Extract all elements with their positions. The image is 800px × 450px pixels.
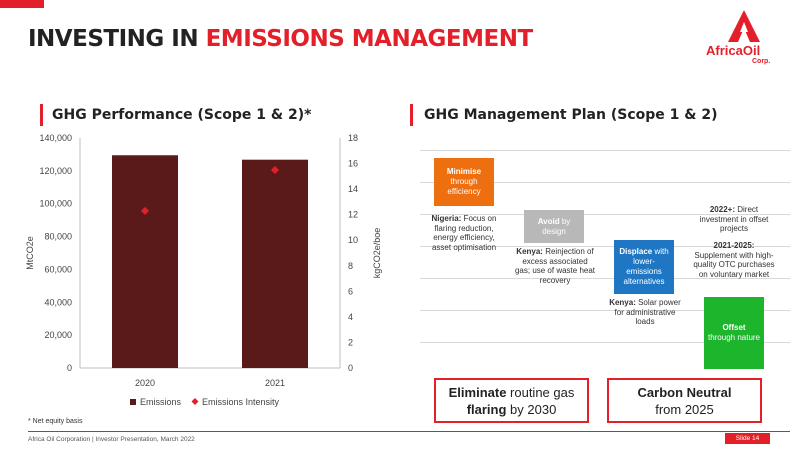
offset-note-supplement-text: Supplement with high-quality OTC purchas…	[693, 250, 775, 279]
plan-gridline	[420, 278, 790, 279]
minimise-note-country: Nigeria:	[431, 214, 462, 223]
legend-swatch-emissions	[130, 399, 136, 405]
displace-note: Kenya: Solar power for administrative lo…	[604, 298, 686, 327]
ghg-management-plan	[420, 150, 790, 370]
y2-tick-label: 6	[348, 286, 353, 296]
logo-name: AfricaOil	[706, 43, 761, 58]
displace-note-text: Solar power for administrative loads	[614, 298, 681, 326]
avoid-text: Avoid by design	[526, 217, 582, 237]
slide-number: Slide 14	[725, 433, 770, 444]
emissions-bar	[112, 155, 178, 368]
right-section-title: GHG Management Plan (Scope 1 & 2)	[424, 107, 718, 123]
title-accent: EMISSIONS MANAGEMENT	[205, 26, 534, 52]
y-tick-label: 20,000	[44, 330, 72, 340]
page-title: INVESTING IN EMISSIONS MANAGEMENT	[28, 26, 533, 52]
y-tick-label: 100,000	[39, 199, 72, 209]
legend-marker-intensity	[191, 398, 199, 405]
displace-step-box: Displace with lower-emissions alternativ…	[614, 240, 674, 294]
logo-corp: Corp.	[752, 58, 771, 65]
y-tick-label: 40,000	[44, 297, 72, 307]
y-tick-label: 140,000	[39, 133, 72, 143]
y2-tick-label: 2	[348, 337, 353, 347]
y2-tick-label: 16	[348, 159, 358, 169]
displace-note-country: Kenya:	[609, 298, 636, 307]
footer-divider	[28, 431, 790, 432]
y2-tick-label: 18	[348, 133, 358, 143]
minimise-detail: through efficiency	[447, 177, 481, 196]
emissions-bar	[242, 159, 308, 368]
avoid-note: Kenya: Reinjection of excess associated …	[514, 247, 596, 285]
legend-label-emissions: Emissions	[140, 397, 182, 407]
plan-gridline	[420, 182, 790, 183]
callout-from-2025: from 2025	[655, 401, 714, 417]
intensity-marker	[271, 165, 279, 174]
offset-detail: through nature	[707, 333, 761, 342]
title-main: INVESTING IN	[28, 26, 206, 52]
avoid-label: Avoid	[537, 216, 560, 226]
offset-label: Offset	[722, 323, 746, 332]
callout-flaring: flaring	[466, 401, 507, 417]
callout-by-2030: by 2030	[506, 401, 557, 417]
minimise-step-box: Minimise through efficiency	[434, 158, 494, 206]
avoid-note-country: Kenya:	[516, 247, 543, 256]
displace-text: Displace with lower-emissions alternativ…	[616, 247, 672, 287]
y2-tick-label: 0	[348, 363, 353, 373]
y2-axis-title: kgCO2e/boe	[372, 228, 382, 279]
y2-tick-label: 14	[348, 184, 358, 194]
offset-step-box: Offset through nature	[704, 297, 764, 369]
y2-tick-label: 10	[348, 235, 358, 245]
avoid-detail: by design	[542, 216, 571, 236]
y-axis-title: MtCO2e	[25, 236, 35, 270]
minimise-note: Nigeria: Focus on flaring reduction, ene…	[424, 214, 504, 252]
y2-tick-label: 12	[348, 210, 358, 220]
x-tick-label: 2021	[265, 378, 285, 388]
y-tick-label: 80,000	[44, 232, 72, 242]
minimise-label: Minimise	[446, 167, 482, 176]
callout-line-1: Eliminate routine gas	[436, 384, 587, 401]
offset-note-supplement: 2021-2025: Supplement with high-quality …	[692, 241, 776, 279]
top-accent-stripe	[0, 0, 44, 8]
y-tick-label: 0	[67, 363, 72, 373]
offset-note-direct-period: 2022+:	[709, 205, 735, 214]
y2-tick-label: 8	[348, 261, 353, 271]
y2-tick-label: 4	[348, 312, 353, 322]
y-tick-label: 60,000	[44, 264, 72, 274]
footnote: * Net equity basis	[28, 418, 83, 425]
plan-gridline	[420, 310, 790, 311]
callout-eliminate: Eliminate	[448, 384, 507, 400]
displace-detail: with lower-emissions alternatives	[623, 247, 669, 286]
callout-routine-gas: routine gas	[506, 384, 575, 400]
left-section-title: GHG Performance (Scope 1 & 2)*	[52, 107, 312, 123]
callout-carbon-neutral: Carbon Neutral	[637, 384, 732, 400]
offset-note-supplement-period: 2021-2025:	[713, 241, 755, 250]
carbon-neutral-callout: Carbon Neutral from 2025	[607, 378, 762, 423]
footer-text: Africa Oil Corporation | Investor Presen…	[28, 436, 195, 443]
plan-gridline	[420, 214, 790, 215]
avoid-note-text: Reinjection of excess associated gas; us…	[514, 247, 596, 285]
company-logo: AfricaOil Corp.	[700, 8, 790, 70]
ghg-performance-chart: 0 20,000 40,000 60,000 80,000 100,000 120,000 1…	[25, 133, 382, 407]
plan-gridline	[420, 246, 790, 247]
avoid-step-box: Avoid by design	[524, 210, 584, 243]
eliminate-flaring-callout: Eliminate routine gas flaring by 2030	[434, 378, 589, 423]
plan-gridline	[420, 342, 790, 343]
plan-gridline	[420, 150, 790, 151]
legend-label-intensity: Emissions Intensity	[202, 397, 280, 407]
logo-mark-icon	[728, 10, 760, 42]
y-tick-label: 120,000	[39, 166, 72, 176]
left-section-marker	[40, 104, 43, 126]
callout-line-2: flaring by 2030	[436, 401, 587, 418]
offset-note-direct-text: Direct investment in offset projects	[699, 205, 769, 233]
displace-label: Displace	[619, 247, 653, 256]
offset-note-direct: 2022+: Direct investment in offset proje…	[696, 205, 772, 234]
intensity-marker	[141, 206, 149, 215]
x-tick-label: 2020	[135, 378, 155, 388]
right-section-marker	[410, 104, 413, 126]
minimise-note-text: Focus on flaring reduction, energy effic…	[431, 214, 497, 252]
